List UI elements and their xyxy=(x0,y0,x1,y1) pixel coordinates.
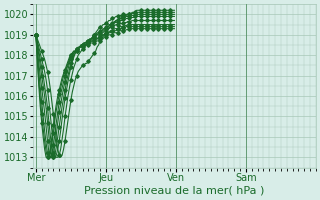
X-axis label: Pression niveau de la mer( hPa ): Pression niveau de la mer( hPa ) xyxy=(84,186,265,196)
